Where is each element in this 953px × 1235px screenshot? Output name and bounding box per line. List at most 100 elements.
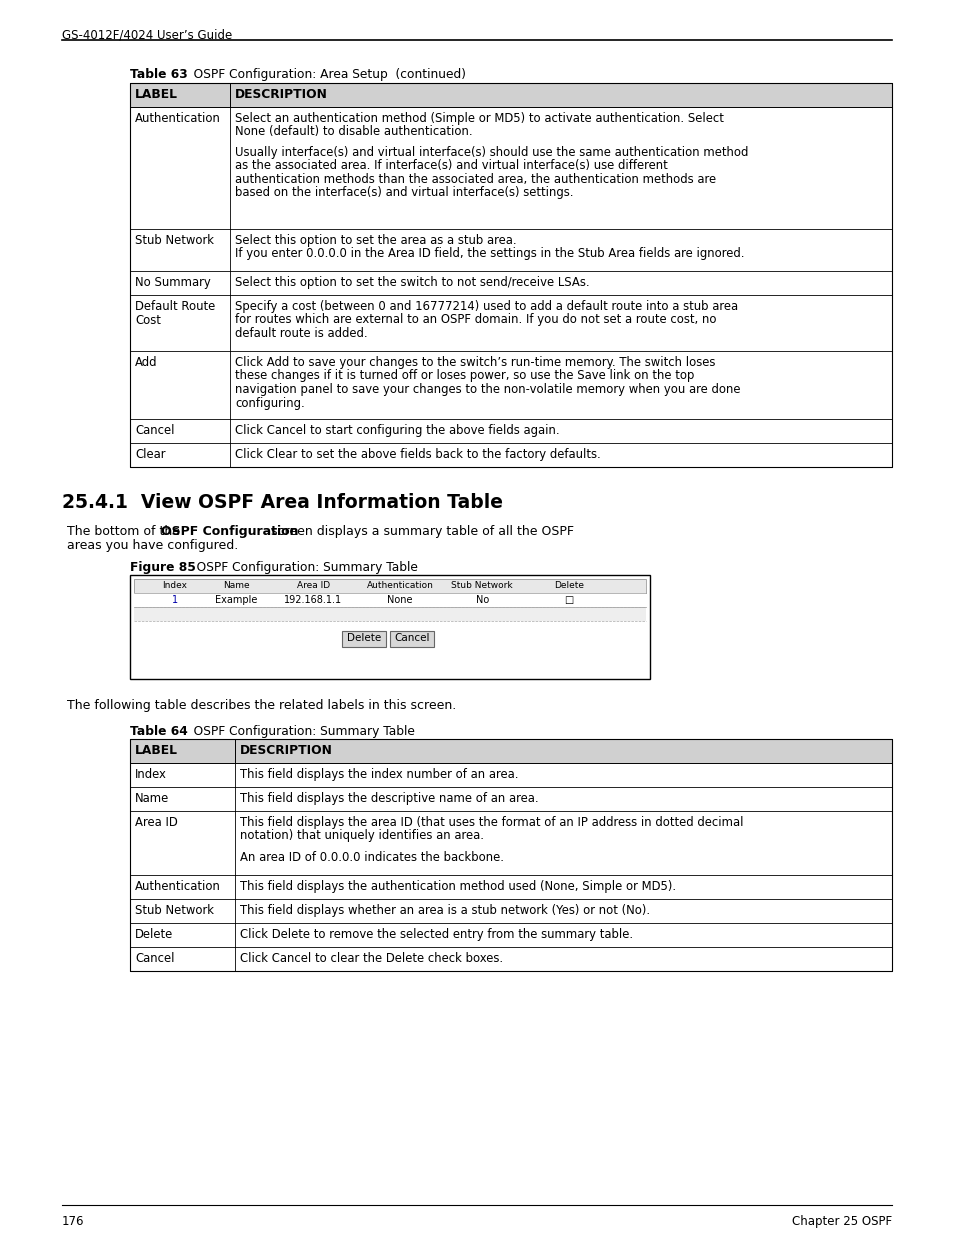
Text: 176: 176 [62,1215,85,1228]
Bar [130,787,891,811]
Bar [130,83,891,467]
Text: Delete: Delete [135,927,173,941]
Text: Delete: Delete [554,580,583,590]
Text: screen displays a summary table of all the OSPF: screen displays a summary table of all t… [267,525,573,538]
Bar [130,763,891,787]
Bar [130,739,891,971]
Text: Specify a cost (between 0 and 16777214) used to add a default route into a stub : Specify a cost (between 0 and 16777214) … [234,300,738,312]
Text: Cancel: Cancel [135,952,174,965]
Bar [130,419,891,443]
Text: Cancel: Cancel [135,424,174,437]
Text: as the associated area. If interface(s) and virtual interface(s) use different: as the associated area. If interface(s) … [234,159,667,172]
Text: This field displays the area ID (that uses the format of an IP address in dotted: This field displays the area ID (that us… [240,816,742,829]
Text: This field displays the descriptive name of an area.: This field displays the descriptive name… [240,792,538,805]
Text: This field displays the authentication method used (None, Simple or MD5).: This field displays the authentication m… [240,881,676,893]
Text: Usually interface(s) and virtual interface(s) should use the same authentication: Usually interface(s) and virtual interfa… [234,146,747,159]
Text: Index: Index [162,580,187,590]
Bar [133,579,645,593]
Text: Click Clear to set the above fields back to the factory defaults.: Click Clear to set the above fields back… [234,448,600,461]
Text: Table 63: Table 63 [130,68,188,82]
Bar [130,739,891,763]
Bar [130,107,891,228]
Text: Default Route: Default Route [135,300,215,312]
Text: OSPF Configuration: OSPF Configuration [161,525,298,538]
Text: Figure 85: Figure 85 [130,561,195,574]
Text: 25.4.1  View OSPF Area Information Table: 25.4.1 View OSPF Area Information Table [62,493,502,513]
Text: Click Add to save your changes to the switch’s run-time memory. The switch loses: Click Add to save your changes to the sw… [234,356,715,369]
Text: Authentication: Authentication [366,580,434,590]
Text: Stub Network: Stub Network [135,904,213,918]
Bar [130,811,891,876]
Text: GS-4012F/4024 User’s Guide: GS-4012F/4024 User’s Guide [62,28,232,41]
Text: for routes which are external to an OSPF domain. If you do not set a route cost,: for routes which are external to an OSPF… [234,314,716,326]
Text: LABEL: LABEL [135,88,178,101]
Text: Add: Add [135,356,157,369]
Text: The bottom of the: The bottom of the [67,525,184,538]
Bar [130,228,891,270]
Bar [130,899,891,923]
Text: None (default) to disable authentication.: None (default) to disable authentication… [234,126,472,138]
Bar [133,606,645,621]
Text: Click Cancel to clear the Delete check boxes.: Click Cancel to clear the Delete check b… [240,952,502,965]
Text: Chapter 25 OSPF: Chapter 25 OSPF [791,1215,891,1228]
Text: Clear: Clear [135,448,165,461]
Text: Name: Name [135,792,169,805]
Text: Area ID: Area ID [296,580,330,590]
Text: Click Cancel to start configuring the above fields again.: Click Cancel to start configuring the ab… [234,424,559,437]
Bar [130,947,891,971]
Text: Index: Index [135,768,167,781]
Text: □: □ [564,595,573,605]
Text: No Summary: No Summary [135,275,211,289]
Text: LABEL: LABEL [135,743,178,757]
Text: Name: Name [223,580,250,590]
Text: The following table describes the related labels in this screen.: The following table describes the relate… [67,699,456,713]
Text: 1: 1 [172,595,178,605]
Text: Select this option to set the area as a stub area.: Select this option to set the area as a … [234,233,517,247]
Text: based on the interface(s) and virtual interface(s) settings.: based on the interface(s) and virtual in… [234,186,573,199]
Text: Cancel: Cancel [394,634,429,643]
Text: 192.168.1.1: 192.168.1.1 [284,595,342,605]
Text: navigation panel to save your changes to the non-volatile memory when you are do: navigation panel to save your changes to… [234,383,740,396]
Text: This field displays whether an area is a stub network (Yes) or not (No).: This field displays whether an area is a… [240,904,649,918]
Bar [130,83,891,107]
Text: No: No [475,595,488,605]
Bar [130,576,649,679]
Text: Delete: Delete [347,634,381,643]
Text: This field displays the index number of an area.: This field displays the index number of … [240,768,518,781]
Text: Authentication: Authentication [135,112,221,125]
Bar [130,443,891,467]
Text: If you enter 0.0.0.0 in the Area ID field, the settings in the Stub Area fields : If you enter 0.0.0.0 in the Area ID fiel… [234,247,743,261]
Text: Example: Example [215,595,257,605]
Text: areas you have configured.: areas you have configured. [67,540,238,552]
Bar [130,351,891,419]
Text: Cost: Cost [135,314,161,326]
Text: OSPF Configuration: Summary Table: OSPF Configuration: Summary Table [185,561,417,574]
Text: None: None [387,595,413,605]
Bar [341,631,386,647]
Text: DESCRIPTION: DESCRIPTION [234,88,328,101]
Text: OSPF Configuration: Summary Table: OSPF Configuration: Summary Table [182,725,415,739]
Bar [133,593,645,606]
Text: Area ID: Area ID [135,816,177,829]
Text: Select an authentication method (Simple or MD5) to activate authentication. Sele: Select an authentication method (Simple … [234,112,723,125]
Text: Stub Network: Stub Network [451,580,513,590]
Bar [133,579,645,593]
Text: these changes if it is turned off or loses power, so use the Save link on the to: these changes if it is turned off or los… [234,369,694,383]
Text: Authentication: Authentication [135,881,221,893]
Text: configuring.: configuring. [234,396,304,410]
Bar [130,876,891,899]
Text: DESCRIPTION: DESCRIPTION [240,743,333,757]
Text: authentication methods than the associated area, the authentication methods are: authentication methods than the associat… [234,173,716,185]
Text: Select this option to set the switch to not send/receive LSAs.: Select this option to set the switch to … [234,275,589,289]
Bar [130,923,891,947]
Bar [390,631,434,647]
Text: Stub Network: Stub Network [135,233,213,247]
Text: Table 64: Table 64 [130,725,188,739]
Bar [130,270,891,295]
Bar [130,295,891,351]
Text: Click Delete to remove the selected entry from the summary table.: Click Delete to remove the selected entr… [240,927,633,941]
Text: default route is added.: default route is added. [234,327,367,340]
Text: An area ID of 0.0.0.0 indicates the backbone.: An area ID of 0.0.0.0 indicates the back… [240,851,503,864]
Text: notation) that uniquely identifies an area.: notation) that uniquely identifies an ar… [240,830,483,842]
Text: OSPF Configuration: Area Setup  (continued): OSPF Configuration: Area Setup (continue… [182,68,465,82]
